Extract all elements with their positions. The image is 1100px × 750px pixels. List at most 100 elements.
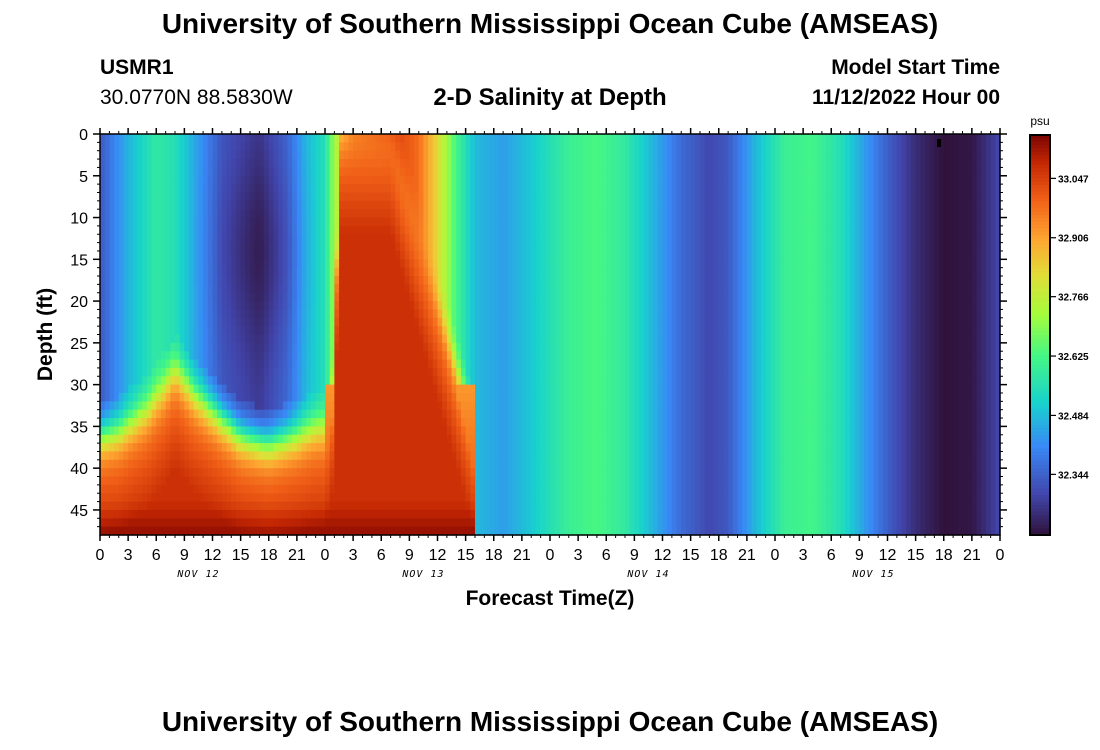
heatmap-cell (329, 451, 335, 461)
heatmap-cell (334, 142, 340, 152)
heatmap-cell (235, 234, 242, 244)
heatmap-cell (212, 376, 218, 386)
heatmap-cell (189, 217, 195, 227)
heatmap-cell (526, 334, 532, 344)
heatmap-cell (170, 175, 176, 185)
heatmap-cell (292, 484, 298, 494)
heatmap-cell (123, 484, 129, 494)
heatmap-cell (437, 501, 443, 511)
heatmap-cell (564, 200, 570, 210)
heatmap-cell (493, 292, 500, 302)
heatmap-cell (540, 284, 546, 294)
heatmap-cell (353, 526, 359, 536)
heatmap-cell (503, 225, 509, 235)
heatmap-cell (465, 142, 471, 152)
heatmap-cell (184, 217, 190, 227)
heatmap-cell (535, 468, 542, 478)
heatmap-cell (315, 401, 321, 411)
heatmap-cell (142, 359, 148, 369)
heatmap-cell (198, 292, 204, 302)
heatmap-cell (475, 142, 481, 152)
heatmap-cell (128, 459, 134, 469)
heatmap-cell (456, 217, 462, 227)
heatmap-cell (559, 250, 565, 260)
heatmap-cell (287, 459, 293, 469)
heatmap-cell (357, 209, 364, 219)
heatmap-cell (128, 526, 134, 536)
heatmap-cell (226, 359, 232, 369)
heatmap-cell (550, 292, 556, 302)
heatmap-cell (137, 468, 143, 478)
heatmap-cell (137, 301, 143, 311)
heatmap-cell (479, 317, 485, 327)
heatmap-cell (559, 159, 565, 169)
heatmap-cell (301, 326, 307, 336)
heatmap-cell (240, 259, 246, 269)
heatmap-cell (109, 284, 115, 294)
heatmap-cell (568, 426, 575, 436)
heatmap-cell (254, 367, 260, 377)
heatmap-cell (137, 317, 143, 327)
heatmap-cell (175, 518, 181, 528)
heatmap-cell (165, 392, 171, 402)
heatmap-cell (207, 209, 214, 219)
heatmap-cell (240, 493, 246, 503)
heatmap-cell (371, 217, 378, 227)
heatmap-cell (207, 309, 214, 319)
heatmap-cell (114, 451, 120, 461)
heatmap-cell (104, 167, 110, 177)
heatmap-cell (404, 418, 410, 427)
heatmap-cell (559, 242, 565, 252)
heatmap-cell (493, 484, 500, 494)
heatmap-cell (564, 359, 570, 369)
heatmap-cell (198, 225, 204, 235)
heatmap-cell (559, 225, 565, 235)
heatmap-cell (498, 359, 504, 369)
heatmap-cell (451, 309, 457, 319)
heatmap-cell (564, 267, 570, 277)
heatmap-cell (235, 443, 242, 453)
heatmap-cell (189, 501, 195, 511)
heatmap-cell (245, 301, 251, 311)
heatmap-cell (564, 426, 570, 436)
heatmap-cell (235, 493, 242, 503)
heatmap-cell (446, 200, 453, 210)
heatmap-cell (390, 501, 396, 511)
heatmap-cell (343, 134, 350, 143)
heatmap-cell (198, 418, 204, 427)
heatmap-cell (250, 150, 256, 160)
heatmap-cell (545, 359, 551, 369)
heatmap-cell (245, 518, 251, 528)
heatmap-cell (456, 518, 462, 528)
heatmap-cell (245, 367, 251, 377)
heatmap-cell (376, 167, 382, 177)
heatmap-cell (573, 493, 579, 503)
heatmap-cell (414, 401, 420, 411)
heatmap-cell (526, 342, 532, 352)
heatmap-cell (526, 192, 532, 202)
heatmap-cell (385, 409, 392, 419)
heatmap-cell (545, 484, 551, 494)
heatmap-cell (334, 493, 340, 503)
heatmap-cell (362, 518, 368, 528)
heatmap-cell (189, 459, 195, 469)
heatmap-cell (559, 518, 565, 528)
heatmap-cell (535, 276, 542, 285)
heatmap-cell (531, 167, 537, 177)
heatmap-cell (315, 284, 321, 294)
heatmap-cell (118, 167, 125, 177)
heatmap-cell (259, 284, 265, 294)
heatmap-cell (521, 342, 528, 352)
heatmap-cell (385, 443, 392, 453)
heatmap-cell (259, 309, 265, 319)
heatmap-cell (564, 309, 570, 319)
heatmap-cell (259, 209, 265, 219)
heatmap-cell (146, 359, 153, 369)
heatmap-cell (479, 342, 485, 352)
heatmap-cell (114, 234, 120, 244)
heatmap-cell (212, 225, 218, 235)
heatmap-cell (493, 167, 500, 177)
heatmap-cell (104, 459, 110, 469)
heatmap-cell (540, 184, 546, 194)
heatmap-cell (400, 526, 406, 536)
